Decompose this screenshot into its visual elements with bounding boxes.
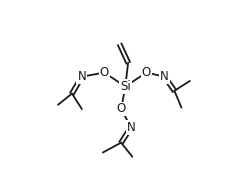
Text: N: N — [126, 121, 135, 134]
Text: N: N — [78, 70, 86, 83]
Text: O: O — [100, 66, 109, 79]
Text: O: O — [142, 66, 151, 79]
Text: N: N — [160, 70, 169, 83]
Text: Si: Si — [120, 80, 131, 93]
Text: O: O — [116, 103, 126, 115]
